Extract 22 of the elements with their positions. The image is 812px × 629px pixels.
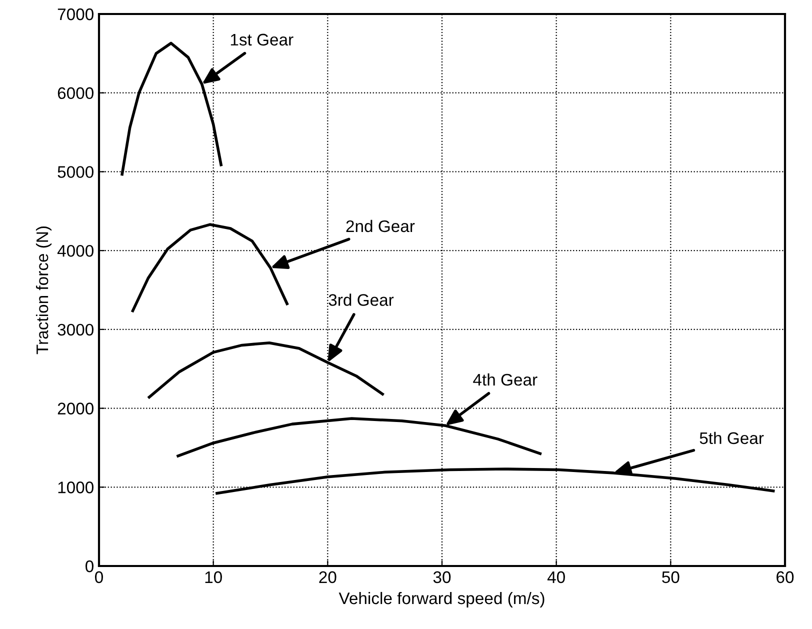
y-axis-title: Traction force (N) <box>36 226 52 354</box>
annotation: 1st Gear <box>230 34 294 46</box>
y-tick-label: 3000 <box>58 324 94 336</box>
x-axis-title: Vehicle forward speed (m/s) <box>338 592 544 608</box>
x-tick-label: 20 <box>319 571 336 584</box>
y-tick-label: 7000 <box>58 8 94 20</box>
y-tick-label: 4000 <box>57 244 94 257</box>
annotation: 5th Gear <box>700 432 764 444</box>
x-tick-label: 40 <box>547 571 565 584</box>
y-tick-label: 0 <box>86 560 94 572</box>
y-tick-label: 5000 <box>58 166 94 178</box>
y-tick-label: 1000 <box>58 482 94 494</box>
annotation: 2nd Gear <box>346 220 415 232</box>
x-tick-label: 30 <box>433 571 451 584</box>
x-tick-label: 0 <box>95 571 103 584</box>
x-tick-label: 50 <box>662 571 680 584</box>
x-tick-label: 60 <box>776 571 794 584</box>
y-tick-label: 2000 <box>58 402 94 414</box>
annotation: 4th Gear <box>473 373 538 386</box>
x-tick-label: 10 <box>205 571 222 584</box>
annotation: 3rd Gear <box>328 294 394 306</box>
y-tick-label: 6000 <box>58 87 94 100</box>
